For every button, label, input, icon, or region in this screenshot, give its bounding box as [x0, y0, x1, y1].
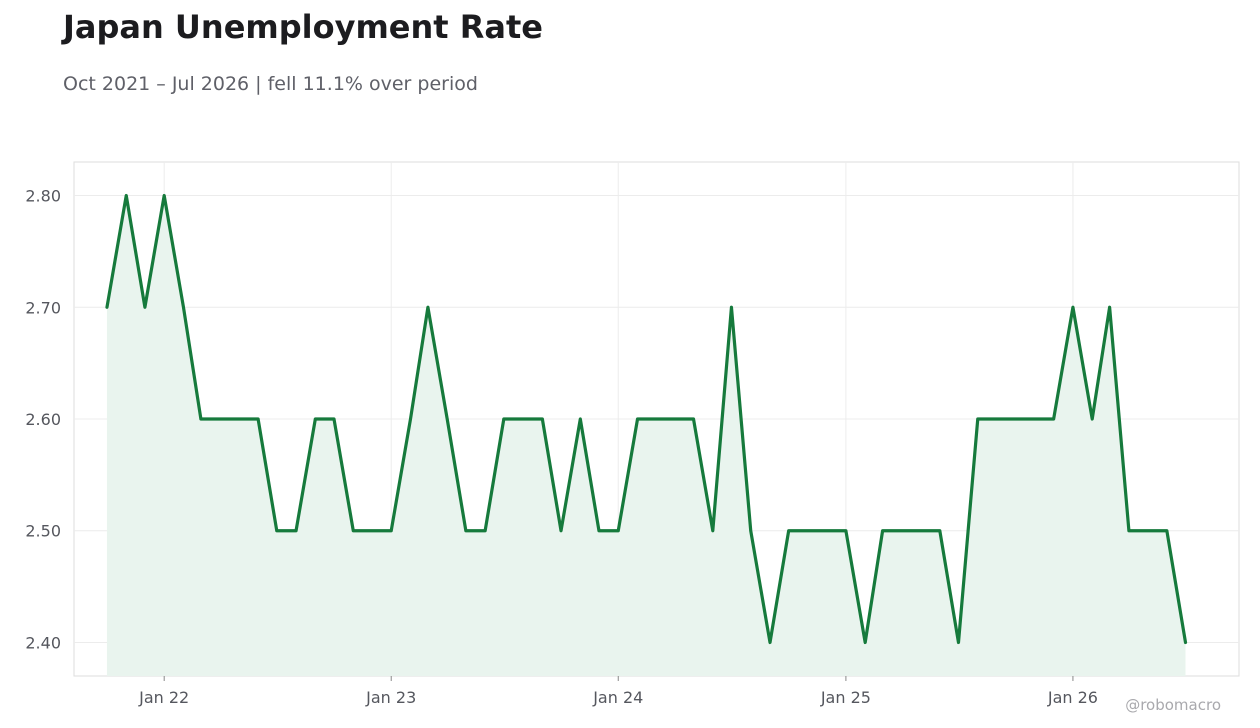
data-point [481, 527, 489, 535]
data-point [993, 415, 1001, 423]
data-point [424, 303, 432, 311]
x-tick-label: Jan 26 [1047, 688, 1098, 707]
series-area-fill [106, 195, 1186, 676]
line-layer [103, 192, 1190, 646]
data-point [179, 303, 187, 311]
data-point [330, 415, 338, 423]
data-point [898, 527, 906, 535]
data-point [235, 415, 243, 423]
x-tick-label: Jan 25 [820, 688, 871, 707]
data-point [785, 527, 793, 535]
y-tick-label: 2.50 [25, 522, 61, 541]
data-point [273, 527, 281, 535]
data-point [1031, 415, 1039, 423]
axis-labels: 2.40 2.50 2.60 2.70 2.80 Jan 22 Jan 23 Jan 24 Ja… [25, 187, 1098, 707]
data-point [1182, 638, 1190, 646]
data-point [1069, 303, 1077, 311]
chart-subtitle: Oct 2021 – Jul 2026 | fell 11.1% over pe… [63, 73, 478, 95]
data-point [595, 527, 603, 535]
data-point [974, 415, 982, 423]
data-point [103, 303, 111, 311]
data-point [216, 415, 224, 423]
data-point [861, 638, 869, 646]
data-point [823, 527, 831, 535]
x-tick-label: Jan 24 [592, 688, 643, 707]
data-point [652, 415, 660, 423]
data-point [766, 638, 774, 646]
data-point [122, 192, 130, 200]
data-point [671, 415, 679, 423]
data-point [690, 415, 698, 423]
data-point [954, 638, 962, 646]
data-point [407, 415, 415, 423]
data-point [500, 415, 508, 423]
data-point [538, 415, 546, 423]
data-point [141, 303, 149, 311]
data-point [1144, 527, 1152, 535]
series-line [105, 193, 1188, 645]
data-point [387, 527, 395, 535]
data-point [842, 527, 850, 535]
data-point [1106, 303, 1114, 311]
data-point [1125, 527, 1133, 535]
data-point [254, 415, 262, 423]
data-point [160, 192, 168, 200]
watermark: @robomacro [1125, 696, 1221, 714]
y-tick-label: 2.80 [25, 187, 61, 206]
data-point [519, 415, 527, 423]
data-point [292, 527, 300, 535]
y-tick-label: 2.40 [25, 633, 61, 652]
data-point [1050, 415, 1058, 423]
data-point [462, 527, 470, 535]
data-point [936, 527, 944, 535]
y-tick-label: 2.70 [25, 298, 61, 317]
chart-title: Japan Unemployment Rate [63, 8, 543, 46]
x-tick-label: Jan 22 [138, 688, 189, 707]
data-point [197, 415, 205, 423]
data-point [311, 415, 319, 423]
data-point [804, 527, 812, 535]
data-point [443, 415, 451, 423]
x-tick-label: Jan 23 [365, 688, 416, 707]
data-point [368, 527, 376, 535]
data-point [879, 527, 887, 535]
data-point [1163, 527, 1171, 535]
y-tick-label: 2.60 [25, 410, 61, 429]
data-point [634, 415, 642, 423]
data-point [709, 527, 717, 535]
data-point [349, 527, 357, 535]
data-point [1012, 415, 1020, 423]
data-point [747, 527, 755, 535]
area-fill-layer [106, 195, 1186, 676]
data-point [727, 303, 735, 311]
data-point [917, 527, 925, 535]
data-point [1088, 415, 1096, 423]
data-point [576, 415, 584, 423]
data-point [557, 527, 565, 535]
data-point [614, 527, 622, 535]
